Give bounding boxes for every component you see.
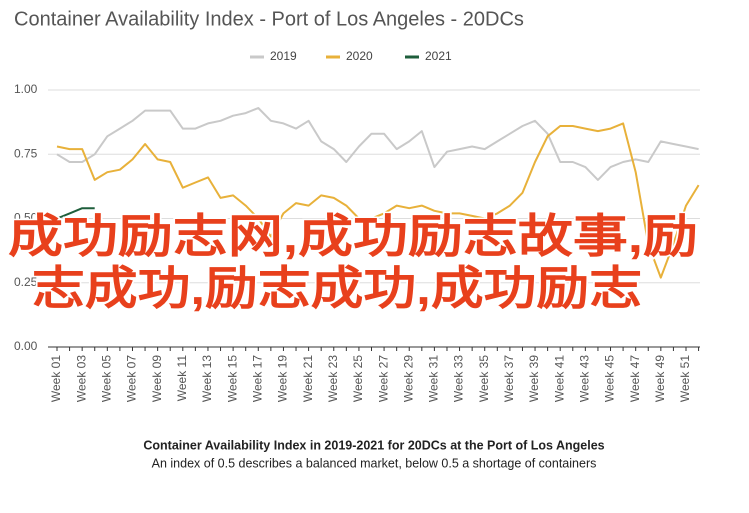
y-tick-label: 1.00 — [14, 82, 38, 96]
x-tick-label: Week 33 — [452, 355, 466, 402]
x-tick-label: Week 45 — [603, 355, 617, 402]
x-tick-label: Week 27 — [376, 355, 390, 402]
series-line — [56, 107, 699, 181]
x-tick-label: Week 39 — [527, 355, 541, 402]
x-tick-label: Week 51 — [678, 355, 692, 402]
y-tick-label: 0.50 — [14, 211, 38, 225]
x-tick-label: Week 11 — [175, 355, 189, 402]
x-tick-label: Week 07 — [125, 355, 139, 402]
legend-label: 2020 — [346, 49, 373, 63]
x-tick-label: Week 25 — [351, 355, 365, 402]
x-tick-label: Week 43 — [578, 355, 592, 402]
x-tick-label: Week 05 — [99, 355, 113, 402]
x-tick-label: Week 49 — [653, 355, 667, 402]
x-tick-label: Week 09 — [150, 355, 164, 402]
x-tick-label: Week 31 — [427, 355, 441, 402]
x-tick-label: Week 13 — [200, 355, 214, 402]
x-tick-label: Week 35 — [477, 355, 491, 402]
x-tick-label: Week 15 — [225, 355, 239, 402]
y-tick-label: 0.25 — [14, 275, 38, 289]
x-tick-label: Week 37 — [502, 355, 516, 402]
x-tick-label: Week 01 — [49, 355, 63, 402]
x-tick-label: Week 47 — [628, 355, 642, 402]
x-tick-label: Week 29 — [401, 355, 415, 402]
x-tick-label: Week 17 — [250, 355, 264, 402]
series-line — [56, 122, 700, 279]
chart-title: Container Availability Index - Port of L… — [14, 8, 524, 30]
x-tick-label: Week 19 — [276, 355, 290, 402]
x-tick-label: Week 23 — [326, 355, 340, 402]
overlay-text: 志成功,励志成功,成功励志 — [32, 262, 642, 314]
overlay-text: 成功励志网,成功励志故事,励 — [8, 210, 698, 262]
legend-label: 2021 — [425, 49, 452, 63]
x-tick-label: Week 41 — [552, 355, 566, 402]
series-line — [56, 207, 95, 220]
y-tick-label: 0.00 — [14, 339, 38, 353]
y-tick-label: 0.75 — [14, 146, 38, 160]
caption-subtitle: An index of 0.5 describes a balanced mar… — [152, 456, 597, 470]
caption-title: Container Availability Index in 2019-202… — [143, 438, 604, 452]
legend-label: 2019 — [270, 49, 297, 63]
x-tick-label: Week 03 — [74, 355, 88, 402]
x-tick-label: Week 21 — [301, 355, 315, 402]
